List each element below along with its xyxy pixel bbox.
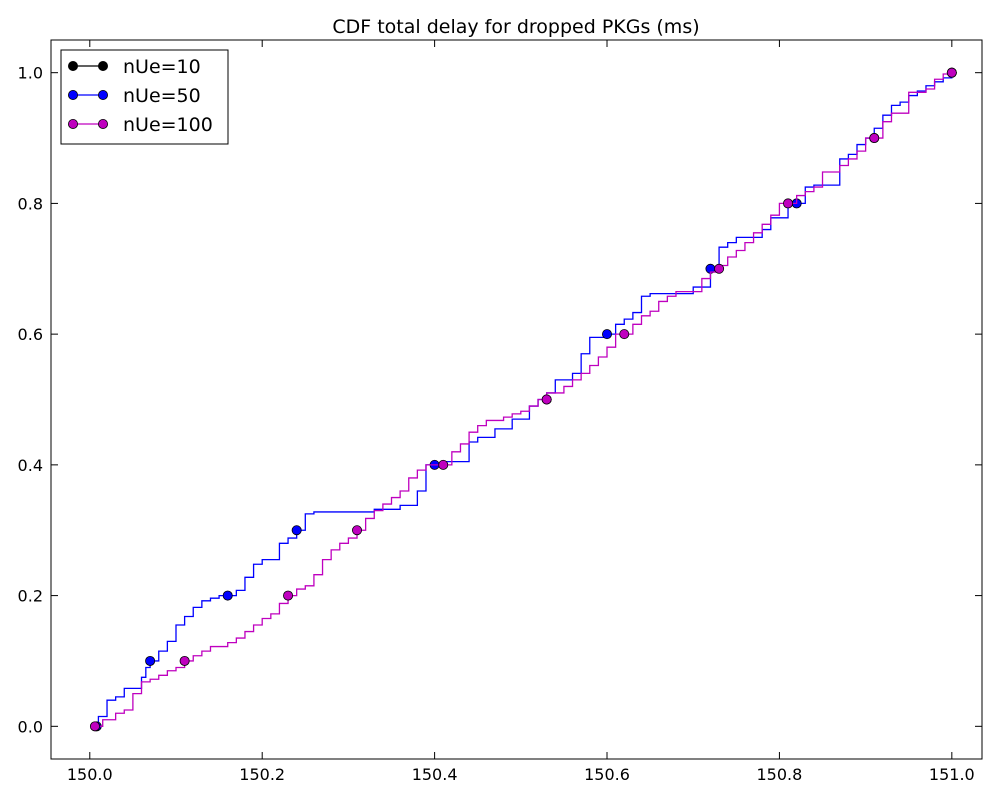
plot-frame [50,39,983,760]
legend-item: nUe=10 [68,56,201,78]
y-tick-label: 0.0 [18,717,43,736]
series-marker [222,590,233,601]
plot-series [89,67,957,732]
legend-item: nUe=100 [68,114,213,136]
legend: nUe=10 nUe=50 nUe=100 [60,49,229,145]
series-marker [179,655,190,666]
x-tick-label: 150.2 [239,765,285,784]
chart-title: CDF total delay for dropped PKGs (ms) [332,16,699,38]
legend-marker [68,61,79,72]
series-nue-50 [91,67,957,732]
legend-label: nUe=100 [123,114,213,136]
y-tick-label: 0.6 [18,325,43,344]
legend-marker [68,119,79,130]
axes: 150.0 150.2 150.4 150.6 150.8 151.0 0.0 0.2 0.4 0… [18,40,982,784]
legend-marker [98,90,109,101]
series-marker [291,525,302,536]
series-marker [438,459,449,470]
series-nue-100 [89,67,957,732]
series-marker [89,721,100,732]
series-marker [783,198,794,209]
x-tick-label: 150.8 [757,765,803,784]
y-tick-label: 0.4 [18,456,43,475]
legend-label: nUe=10 [123,56,201,78]
x-tick-label: 151.0 [929,765,975,784]
series-marker [283,590,294,601]
series-marker [602,329,613,340]
y-tick-label: 0.8 [18,194,43,213]
series-marker [541,394,552,405]
y-tick-label: 0.2 [18,587,43,606]
series-marker [619,329,630,340]
series-marker [946,67,957,78]
x-tick-label: 150.0 [67,765,113,784]
y-tick-label: 1.0 [18,64,43,83]
legend-marker [98,119,109,130]
legend-marker [98,61,109,72]
legend-label: nUe=50 [123,85,201,107]
series-line [94,72,953,727]
series-line [97,72,953,727]
series-marker [145,655,156,666]
series-marker [714,263,725,274]
legend-marker [68,90,79,101]
legend-item: nUe=50 [68,85,201,107]
series-marker [869,133,880,144]
x-tick-label: 150.4 [412,765,458,784]
series-marker [352,525,363,536]
x-tick-label: 150.6 [584,765,630,784]
